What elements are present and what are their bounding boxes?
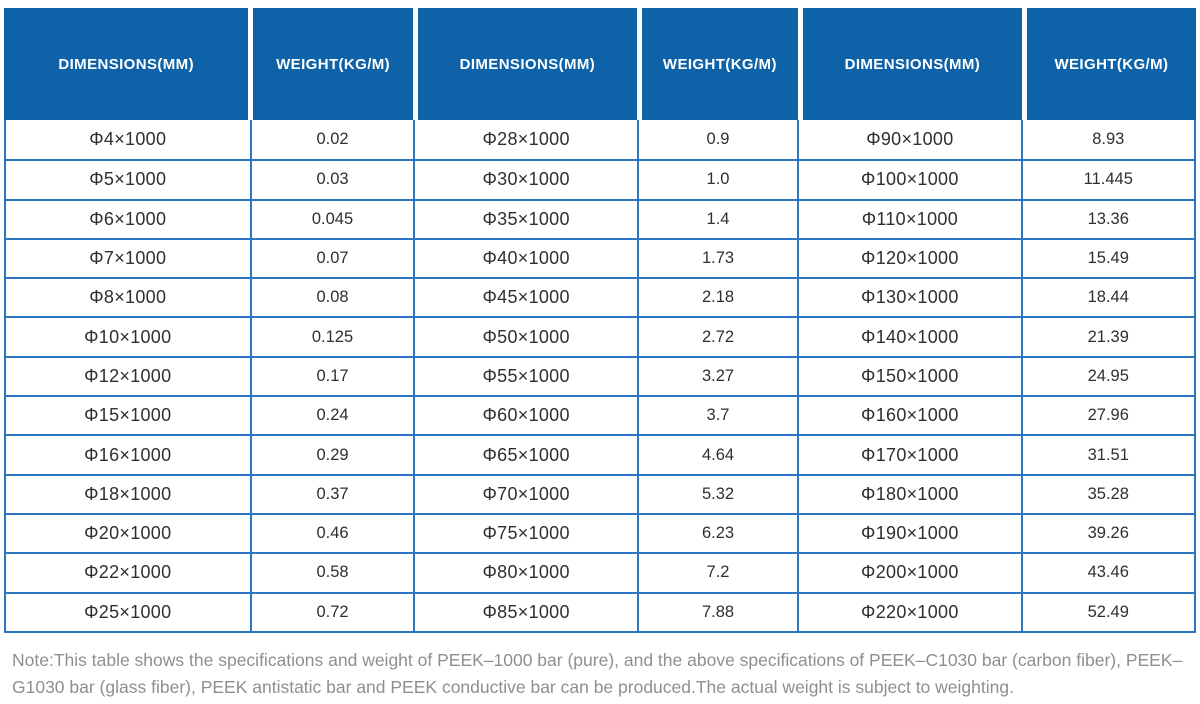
weight-cell: 1.0 [636,159,798,199]
weight-cell: 31.51 [1020,434,1194,474]
dimension-cell: Φ16×1000 [6,434,250,474]
weight-cell: 13.36 [1020,198,1194,238]
dimension-cell: Φ70×1000 [413,473,637,513]
weight-cell: 2.72 [636,316,798,356]
dimension-cell: Φ20×1000 [6,512,250,553]
weight-cell: 0.24 [249,395,414,435]
header-dimensions-2: DIMENSIONS(MM) [412,8,637,120]
dimension-cell: Φ45×1000 [413,277,637,317]
header-weight-3: WEIGHT(KG/M) [1021,8,1196,120]
dimension-cell: Φ7×1000 [6,237,250,278]
dimension-cell: Φ170×1000 [797,434,1021,474]
dimension-cell: Φ5×1000 [6,159,250,199]
dimension-cell: Φ35×1000 [413,198,637,238]
weight-cell: 5.32 [636,473,798,513]
weight-cell: 35.28 [1020,473,1194,513]
weight-cell: 6.23 [636,512,798,553]
dimension-cell: Φ180×1000 [797,473,1021,513]
weight-cell: 11.445 [1020,159,1194,199]
dimension-cell: Φ200×1000 [797,552,1021,592]
weight-cell: 3.7 [636,395,798,435]
weight-cell: 0.58 [249,552,414,592]
dimension-cell: Φ85×1000 [413,591,637,631]
dimension-cell: Φ8×1000 [6,277,250,317]
dimension-cell: Φ120×1000 [797,237,1021,278]
dimension-cell: Φ65×1000 [413,434,637,474]
dimension-cell: Φ6×1000 [6,198,250,238]
dimension-cell: Φ60×1000 [413,395,637,435]
dimension-cell: Φ18×1000 [6,473,250,513]
dimension-cell: Φ4×1000 [6,120,250,160]
weight-cell: 18.44 [1020,277,1194,317]
weight-cell: 15.49 [1020,237,1194,278]
dimension-cell: Φ50×1000 [413,316,637,356]
weight-cell: 1.4 [636,198,798,238]
weight-cell: 0.46 [249,512,414,553]
dimension-cell: Φ55×1000 [413,355,637,396]
weight-cell: 2.18 [636,277,798,317]
weight-cell: 0.29 [249,434,414,474]
footnote: Note:This table shows the specifications… [12,649,1183,697]
weight-cell: 4.64 [636,434,798,474]
dimension-cell: Φ150×1000 [797,355,1021,396]
dimension-cell: Φ100×1000 [797,159,1021,199]
weight-cell: 0.9 [636,120,798,160]
dimension-cell: Φ12×1000 [6,355,250,396]
dimension-cell: Φ30×1000 [413,159,637,199]
weight-cell: 7.2 [636,552,798,592]
dimension-cell: Φ28×1000 [413,120,637,160]
weight-cell: 39.26 [1020,512,1194,553]
weight-cell: 52.49 [1020,591,1194,631]
header-weight-1: WEIGHT(KG/M) [248,8,413,120]
weight-cell: 43.46 [1020,552,1194,592]
weight-cell: 21.39 [1020,316,1194,356]
header-dimensions-1: DIMENSIONS(MM) [4,8,249,120]
dimension-cell: Φ22×1000 [6,552,250,592]
dimension-cell: Φ130×1000 [797,277,1021,317]
weight-cell: 27.96 [1020,395,1194,435]
weight-cell: 0.03 [249,159,414,199]
weight-cell: 0.125 [249,316,414,356]
weight-cell: 1.73 [636,237,798,278]
dimension-cell: Φ10×1000 [6,316,250,356]
weight-cell: 0.045 [249,198,414,238]
weight-cell: 7.88 [636,591,798,631]
header-weight-2: WEIGHT(KG/M) [636,8,798,120]
weight-cell: 0.72 [249,591,414,631]
dimension-cell: Φ40×1000 [413,237,637,278]
table-body: Φ4×1000 0.02 Φ28×1000 0.9 Φ90×1000 8.93 Φ5×100… [4,120,1196,633]
weight-cell: 24.95 [1020,355,1194,396]
header-dimensions-3: DIMENSIONS(MM) [797,8,1022,120]
weight-cell: 8.93 [1020,120,1194,160]
dimension-cell: Φ140×1000 [797,316,1021,356]
dimension-cell: Φ220×1000 [797,591,1021,631]
weight-cell: 0.07 [249,237,414,278]
weight-cell: 0.17 [249,355,414,396]
dimension-cell: Φ75×1000 [413,512,637,553]
weight-cell: 0.37 [249,473,414,513]
dimension-cell: Φ25×1000 [6,591,250,631]
weight-cell: 3.27 [636,355,798,396]
dimension-cell: Φ90×1000 [797,120,1021,160]
dimension-cell: Φ15×1000 [6,395,250,435]
dimension-cell: Φ190×1000 [797,512,1021,553]
weight-cell: 0.08 [249,277,414,317]
table-header-row: DIMENSIONS(MM) WEIGHT(KG/M) DIMENSIONS(M… [4,8,1196,120]
dimension-cell: Φ80×1000 [413,552,637,592]
weight-cell: 0.02 [249,120,414,160]
dimension-cell: Φ110×1000 [797,198,1021,238]
dimension-cell: Φ160×1000 [797,395,1021,435]
